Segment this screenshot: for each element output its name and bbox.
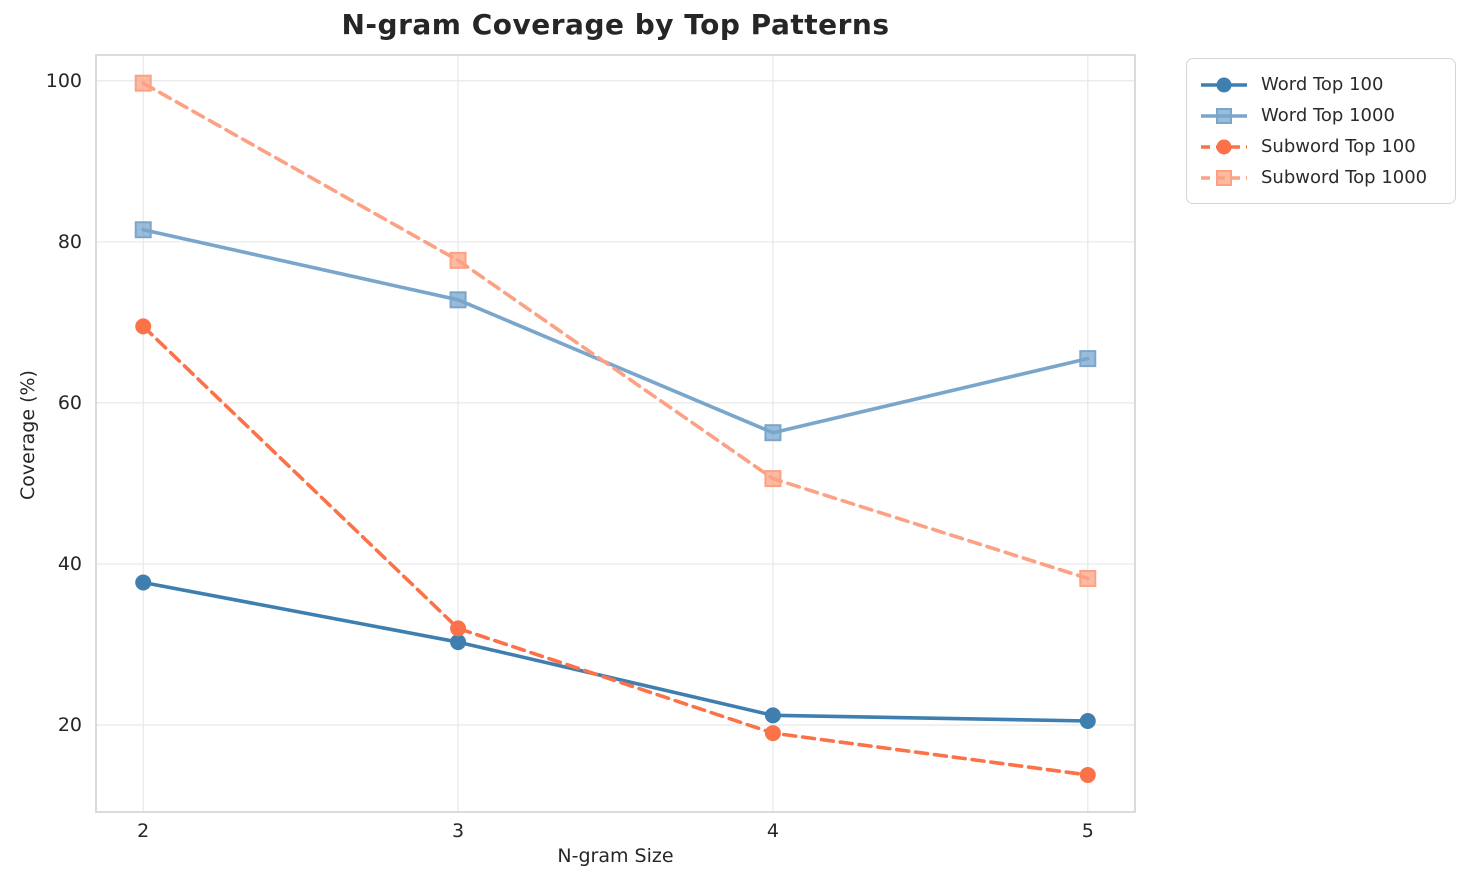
data-point-marker bbox=[764, 424, 782, 442]
data-point-marker bbox=[449, 291, 467, 309]
data-point-marker bbox=[764, 707, 781, 724]
legend-item-label: Subword Top 100 bbox=[1261, 136, 1416, 157]
data-point-marker bbox=[135, 574, 152, 591]
series-line bbox=[141, 81, 1090, 581]
y-tick-label: 100 bbox=[45, 69, 82, 92]
y-tick-label: 80 bbox=[57, 230, 82, 253]
data-point-marker bbox=[1079, 350, 1097, 368]
x-tick-label: 2 bbox=[137, 820, 150, 842]
y-tick-label: 60 bbox=[57, 391, 82, 414]
legend-item: Subword Top 1000 bbox=[1199, 162, 1443, 193]
data-point-marker bbox=[1079, 569, 1097, 587]
data-point-marker bbox=[134, 74, 152, 92]
legend-line-square-icon bbox=[1201, 107, 1247, 124]
legend-line-circle-icon bbox=[1201, 77, 1247, 92]
legend-item: Subword Top 100 bbox=[1199, 131, 1443, 162]
axes-spines bbox=[95, 54, 1136, 813]
data-point-marker bbox=[449, 251, 467, 269]
data-point-marker bbox=[450, 620, 467, 637]
data-point-marker bbox=[135, 318, 152, 335]
x-tick-label: 4 bbox=[766, 820, 779, 842]
legend-line-square-icon bbox=[1201, 169, 1247, 186]
data-point-marker bbox=[1079, 712, 1096, 729]
x-axis-label: N-gram Size bbox=[557, 845, 674, 867]
y-tick-label: 20 bbox=[57, 714, 82, 737]
legend-item-label: Subword Top 1000 bbox=[1261, 167, 1428, 188]
chart-title: N-gram Coverage by Top Patterns bbox=[341, 8, 890, 41]
legend-item-label: Word Top 1000 bbox=[1261, 105, 1395, 126]
legend: Word Top 100 Word Top 1000 Subword Top 100… bbox=[1186, 58, 1456, 204]
data-point-marker bbox=[134, 221, 152, 239]
x-tick-label: 5 bbox=[1081, 820, 1094, 842]
legend-line-circle-icon bbox=[1201, 139, 1247, 154]
data-point-marker bbox=[764, 470, 782, 488]
legend-item: Word Top 100 bbox=[1199, 69, 1443, 100]
legend-item-label: Word Top 100 bbox=[1261, 74, 1384, 95]
legend-item: Word Top 1000 bbox=[1199, 100, 1443, 131]
series-line bbox=[141, 324, 1090, 777]
series-line bbox=[141, 580, 1090, 723]
series-line bbox=[141, 227, 1090, 435]
data-point-marker bbox=[764, 725, 781, 742]
y-axis-label: Coverage (%) bbox=[17, 370, 39, 500]
data-point-marker bbox=[450, 634, 467, 651]
x-tick-label: 3 bbox=[452, 820, 465, 842]
data-point-marker bbox=[1079, 766, 1096, 783]
y-tick-label: 40 bbox=[57, 552, 82, 575]
